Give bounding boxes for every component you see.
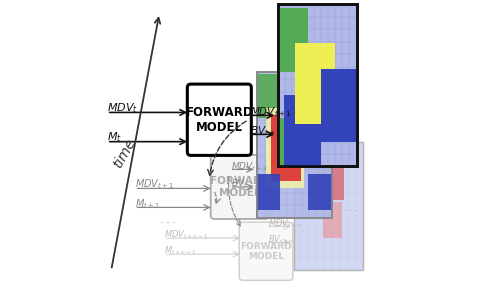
Text: FORWARD
MODEL: FORWARD MODEL [210, 176, 270, 198]
Bar [258, 174, 280, 210]
Text: $M_t$: $M_t$ [107, 130, 122, 144]
Bar [295, 43, 335, 124]
Text: time: time [110, 136, 138, 171]
Bar [284, 95, 321, 127]
Bar [318, 163, 344, 199]
Bar [284, 121, 321, 166]
Text: $MDV_{t+1}$: $MDV_{t+1}$ [134, 177, 174, 191]
Text: $BV_{t+n}$: $BV_{t+n}$ [268, 233, 294, 246]
Text: $MDV_{t+2}$: $MDV_{t+2}$ [231, 160, 268, 173]
Bar [294, 142, 362, 270]
Text: $MDV_{t+n-1}$: $MDV_{t+n-1}$ [164, 229, 208, 241]
Text: $BV_{t+1}$: $BV_{t+1}$ [250, 124, 282, 138]
Bar [270, 115, 300, 181]
Text: $MDV_{t+1}$: $MDV_{t+1}$ [250, 106, 292, 119]
Bar [278, 118, 308, 166]
Bar [266, 145, 304, 171]
Text: FORWARD
MODEL: FORWARD MODEL [240, 242, 292, 261]
Bar [321, 69, 356, 142]
Text: $MDV_t$: $MDV_t$ [107, 101, 138, 115]
Bar [294, 142, 362, 270]
FancyBboxPatch shape [188, 84, 252, 155]
Bar [278, 4, 356, 166]
Bar [266, 108, 304, 189]
Text: $...$: $...$ [160, 213, 177, 226]
Bar [258, 71, 332, 218]
Bar [278, 8, 308, 73]
FancyBboxPatch shape [210, 155, 269, 219]
Bar [322, 202, 342, 238]
Text: $...$: $...$ [340, 201, 358, 214]
Text: FORWARD
MODEL: FORWARD MODEL [186, 106, 253, 134]
Text: $MDV_{t+n}$: $MDV_{t+n}$ [268, 217, 302, 230]
Text: $BV_{t+2}$: $BV_{t+2}$ [231, 178, 259, 190]
Text: $M_{t+n-1}$: $M_{t+n-1}$ [164, 245, 196, 258]
Bar [258, 74, 282, 118]
Bar [278, 4, 356, 166]
Bar [308, 174, 332, 210]
Bar [258, 71, 332, 218]
Text: $M_{t+1}$: $M_{t+1}$ [134, 198, 160, 212]
FancyBboxPatch shape [239, 222, 293, 280]
